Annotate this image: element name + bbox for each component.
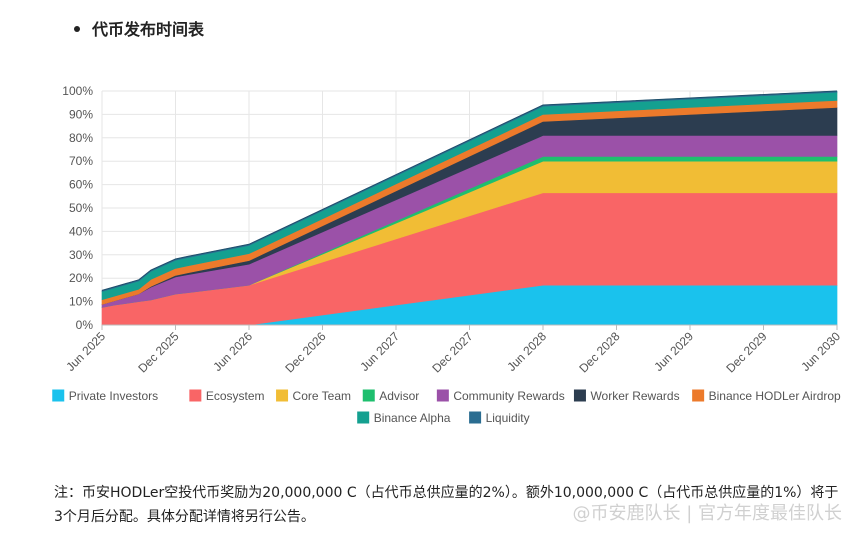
heading-text: 代币发布时间表 bbox=[92, 20, 205, 39]
token-release-chart: 0% 10% 20% 30% 40% 50% 60% 70% 80% 90% 100% Jun 20… bbox=[52, 84, 843, 425]
legend-label-community-rewards: Community Rewards bbox=[453, 389, 564, 403]
x-tick-label: Dec 2027 bbox=[429, 329, 475, 375]
legend-label-private-investors: Private Investors bbox=[69, 389, 158, 403]
x-tick-label: Dec 2029 bbox=[723, 329, 769, 375]
x-tick-label: Jun 2025 bbox=[63, 329, 108, 374]
x-tick-label: Jun 2026 bbox=[210, 329, 255, 374]
y-tick-label: 0% bbox=[76, 318, 94, 332]
legend-label-binance-alpha: Binance Alpha bbox=[374, 411, 451, 425]
legend-label-advisor: Advisor bbox=[379, 389, 419, 403]
legend-label-binance-hodler-airdrop: Binance HODLer Airdrop bbox=[709, 389, 841, 403]
y-tick-label: 60% bbox=[69, 178, 93, 192]
area-top-edge bbox=[101, 90, 838, 291]
x-tick-label: Jun 2028 bbox=[504, 329, 549, 374]
bullet-icon bbox=[74, 25, 80, 32]
y-tick-label: 10% bbox=[69, 295, 93, 309]
legend-swatch-community-rewards bbox=[436, 389, 449, 402]
x-tick-label: Dec 2026 bbox=[282, 329, 328, 375]
legend-swatch-private-investors bbox=[52, 389, 65, 402]
y-tick-label: 90% bbox=[69, 107, 93, 121]
y-tick-label: 50% bbox=[69, 201, 93, 215]
legend-label-ecosystem: Ecosystem bbox=[206, 389, 265, 403]
section-heading: 代币发布时间表 bbox=[74, 16, 204, 40]
y-tick-label: 100% bbox=[62, 84, 93, 98]
chart-legend: Private Investors Ecosystem Core Team Advis… bbox=[52, 389, 841, 425]
y-tick-label: 30% bbox=[69, 248, 93, 262]
x-tick-label: Jun 2030 bbox=[798, 329, 843, 374]
legend-swatch-advisor bbox=[362, 389, 375, 402]
y-tick-label: 70% bbox=[69, 154, 93, 168]
legend-swatch-binance-alpha bbox=[357, 411, 370, 424]
y-tick-label: 40% bbox=[69, 224, 93, 238]
x-axis: Jun 2025 Dec 2025 Jun 2026 Dec 2026 Jun 2027… bbox=[63, 325, 843, 375]
legend-swatch-core-team bbox=[276, 389, 289, 402]
legend-swatch-worker-rewards bbox=[573, 389, 586, 402]
legend-label-worker-rewards: Worker Rewards bbox=[590, 389, 679, 403]
x-tick-label: Dec 2028 bbox=[576, 329, 622, 375]
legend-swatch-ecosystem bbox=[189, 389, 202, 402]
legend-swatch-liquidity bbox=[469, 411, 482, 424]
legend-swatch-binance-hodler-airdrop bbox=[692, 389, 705, 402]
y-tick-label: 80% bbox=[69, 131, 93, 145]
x-tick-label: Jun 2029 bbox=[651, 329, 696, 374]
watermark: @币安鹿队长 | 官方年度最佳队长 bbox=[572, 503, 842, 524]
legend-label-liquidity: Liquidity bbox=[486, 411, 530, 425]
legend-label-core-team: Core Team bbox=[293, 389, 351, 403]
footnote: 注：币安HODLer空投代币奖励为20,000,000 C（占代币总供应量的2%… bbox=[54, 485, 839, 525]
x-tick-label: Dec 2025 bbox=[135, 329, 181, 375]
chart-areas bbox=[101, 90, 838, 326]
y-tick-label: 20% bbox=[69, 271, 93, 285]
y-axis: 0% 10% 20% 30% 40% 50% 60% 70% 80% 90% 100% bbox=[62, 84, 93, 332]
x-tick-label: Jun 2027 bbox=[357, 329, 402, 374]
